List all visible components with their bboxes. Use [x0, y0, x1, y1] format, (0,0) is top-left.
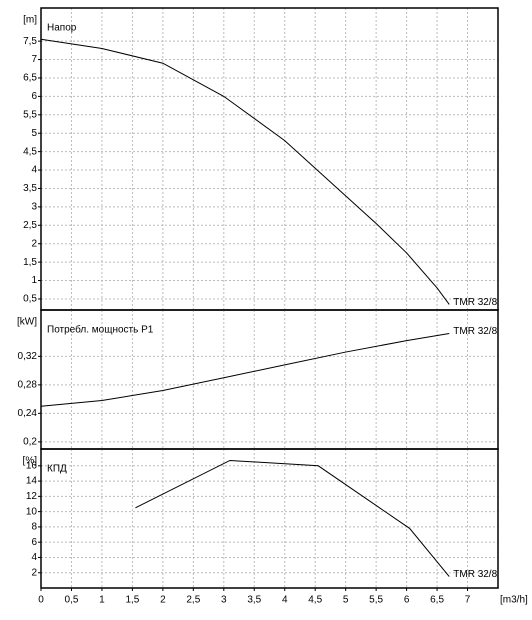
y-tick-label: 0,2: [23, 437, 37, 448]
x-tick-label: 4: [282, 595, 288, 606]
y-tick-label: 0,28: [18, 379, 38, 390]
x-tick-label: 3: [221, 595, 227, 606]
y-tick-label: 3,5: [23, 183, 37, 194]
x-tick-label: 4,5: [308, 595, 322, 606]
y-tick-label: 10: [26, 506, 38, 517]
y-tick-label: 3: [31, 202, 37, 213]
y-tick-label: 2,5: [23, 220, 37, 231]
y-tick-label: 1: [31, 275, 37, 286]
x-tick-label: 2: [160, 595, 166, 606]
y-tick-label: 4,5: [23, 146, 37, 157]
y-tick-label: 2: [31, 567, 37, 578]
x-tick-label: 3,5: [247, 595, 261, 606]
x-tick-label: 0,5: [65, 595, 79, 606]
y-tick-label: 8: [31, 522, 37, 533]
x-tick-label: 1,5: [125, 595, 139, 606]
y-tick-label: 0,24: [18, 408, 38, 419]
x-tick-label: 0: [38, 595, 44, 606]
panel-frame: [40, 448, 499, 589]
curve: [135, 459, 450, 577]
panel-title: Потребл. мощность P1: [47, 324, 154, 336]
series-label: TMR 32/8: [453, 297, 497, 308]
y-tick-label: 6: [31, 91, 37, 102]
x-tick-label: 5,5: [369, 595, 383, 606]
x-tick-label: 6: [404, 595, 410, 606]
y-tick-label: 6,5: [23, 73, 37, 84]
y-tick-label: 12: [26, 491, 38, 502]
y-tick-label: 2: [31, 238, 37, 249]
y-tick-label: 4: [31, 165, 37, 176]
y-unit: [m]: [23, 15, 37, 26]
panel-title: Напор: [47, 23, 77, 34]
y-tick-label: 16: [26, 460, 38, 471]
panel-frame: [40, 7, 499, 311]
y-tick-label: 1,5: [23, 257, 37, 268]
y-tick-label: 7,5: [23, 36, 37, 47]
y-tick-label: 6: [31, 537, 37, 548]
series-label: TMR 32/8: [453, 569, 497, 580]
y-tick-label: 7: [31, 54, 37, 65]
y-tick-label: 14: [26, 476, 38, 487]
x-tick-label: 2,5: [186, 595, 200, 606]
y-tick-label: 5: [31, 128, 37, 139]
x-tick-label: 5: [343, 595, 349, 606]
curve: [40, 333, 450, 407]
y-tick-label: 5,5: [23, 109, 37, 120]
curve: [40, 38, 450, 305]
series-label: TMR 32/8: [453, 326, 497, 337]
x-unit: [m3/h]: [500, 595, 528, 606]
x-tick-label: 7: [465, 595, 471, 606]
x-tick-label: 1: [99, 595, 105, 606]
panel-title: КПД: [47, 464, 67, 475]
y-unit: [kW]: [17, 317, 37, 328]
y-tick-label: 0,32: [18, 351, 38, 362]
y-tick-label: 0,5: [23, 294, 37, 305]
y-tick-label: 4: [31, 552, 37, 563]
y-unit: [%]: [23, 456, 38, 467]
x-tick-label: 6,5: [430, 595, 444, 606]
